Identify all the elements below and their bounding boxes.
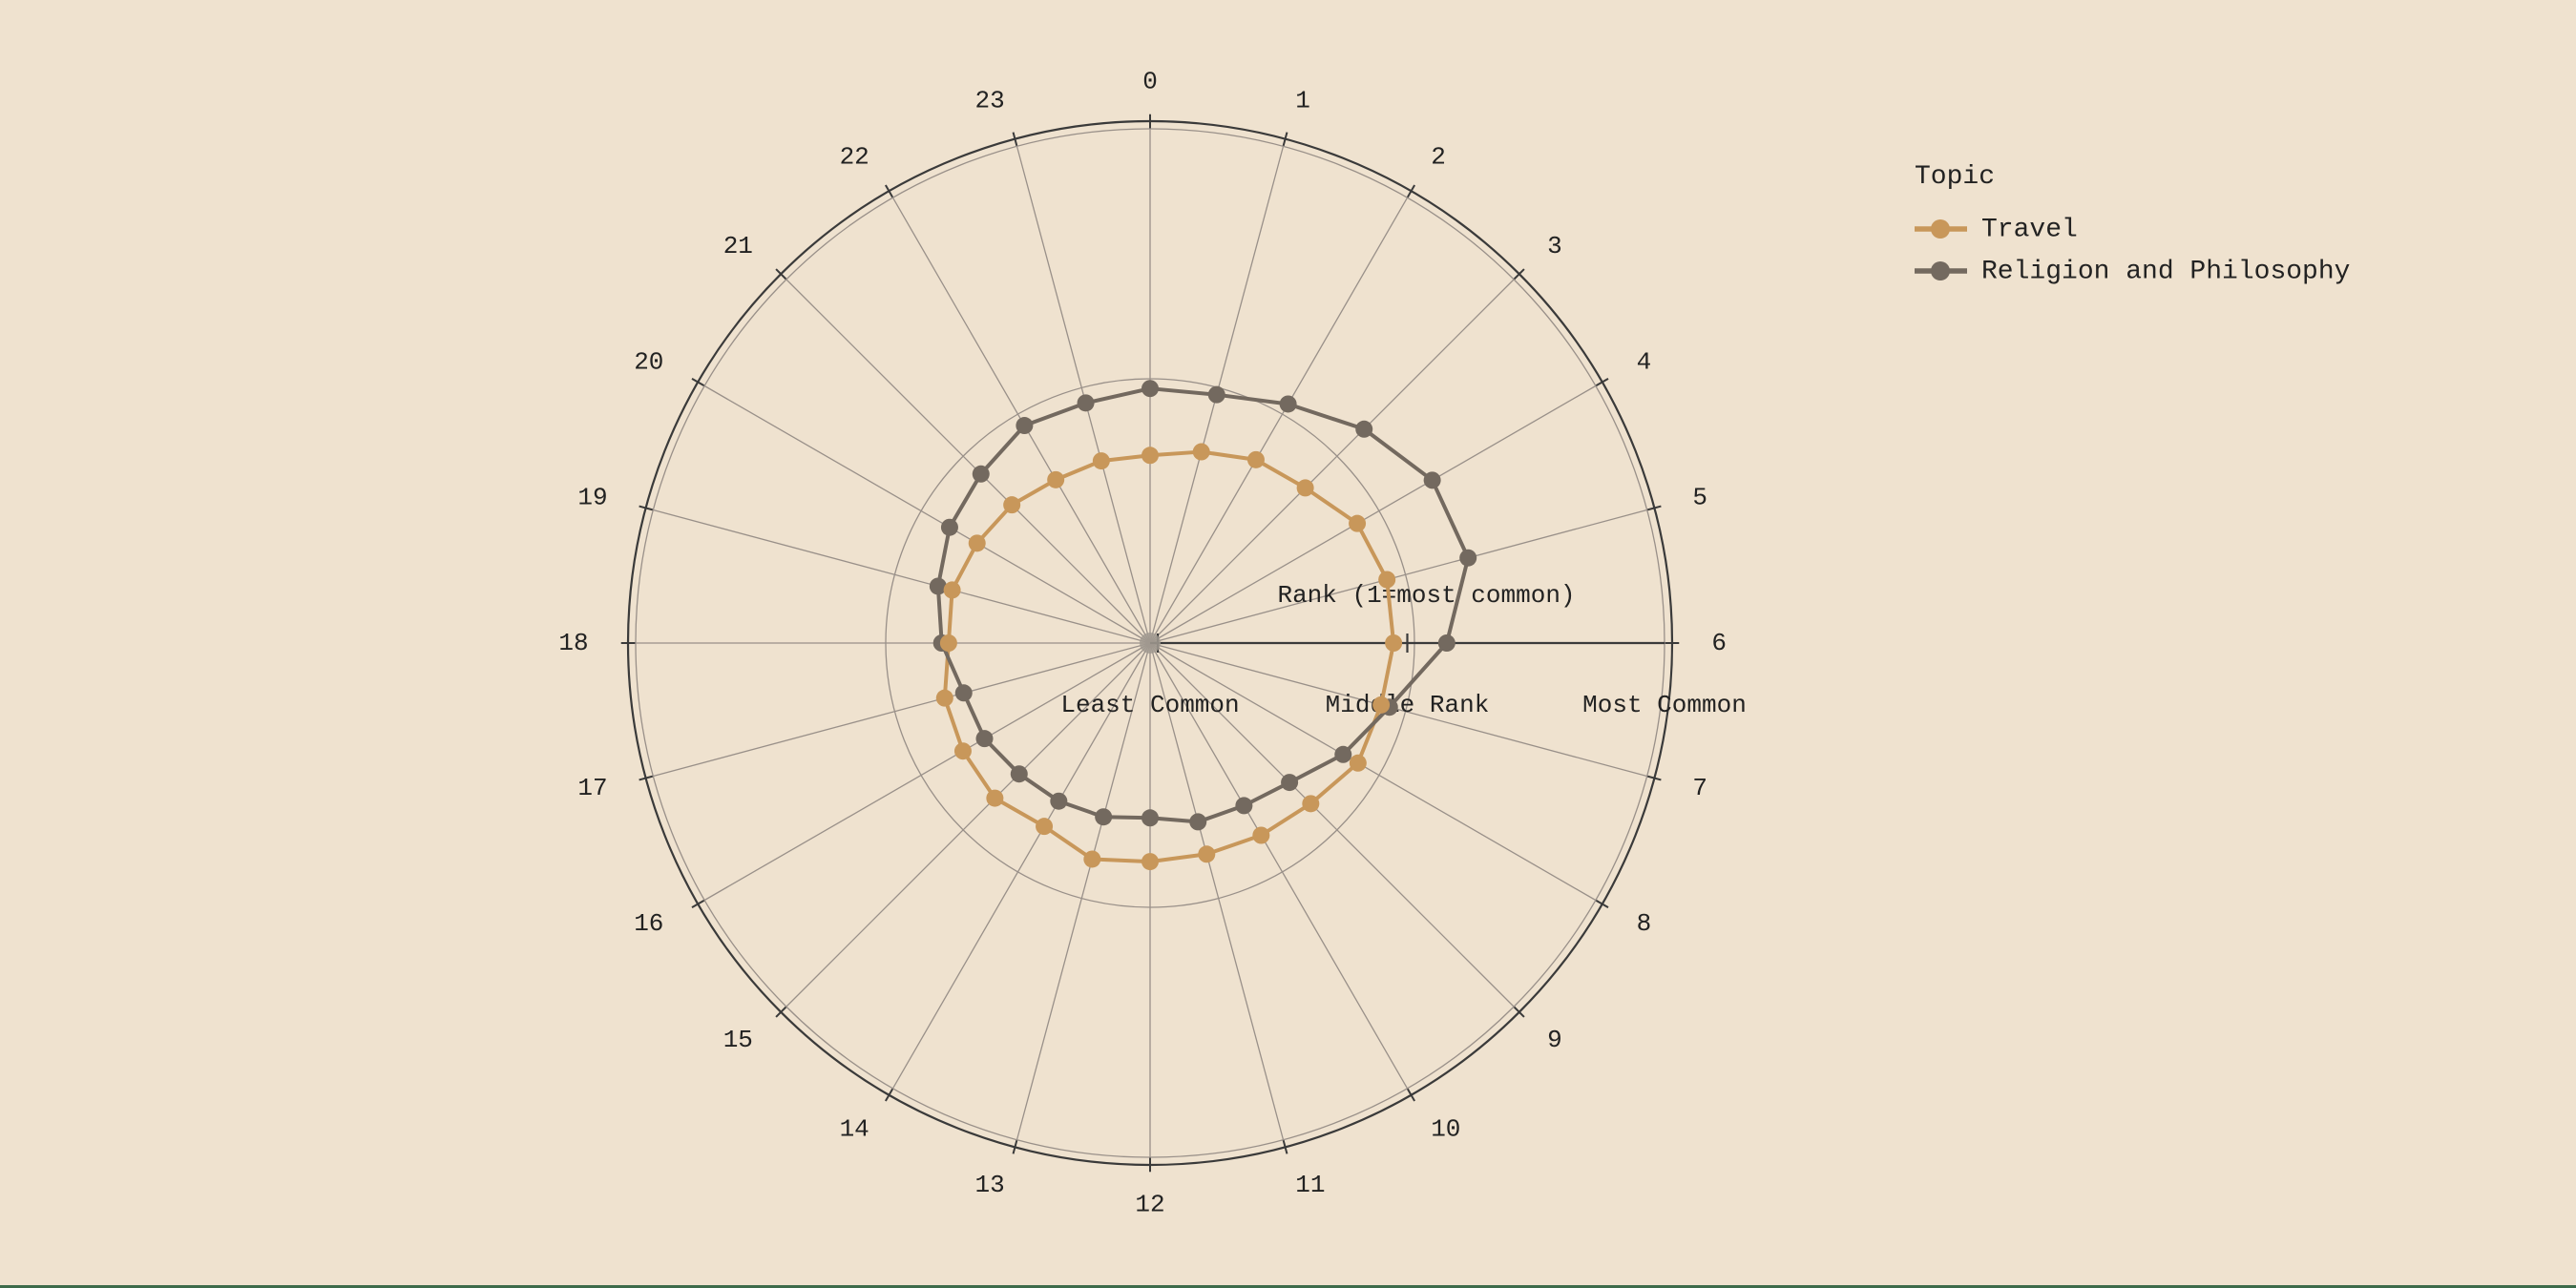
svg-text:8: 8	[1637, 909, 1652, 938]
svg-text:Rank (1=most common): Rank (1=most common)	[1277, 581, 1575, 610]
svg-text:21: 21	[723, 232, 753, 260]
svg-text:Middle Rank: Middle Rank	[1326, 691, 1490, 719]
svg-text:5: 5	[1692, 484, 1707, 512]
svg-text:22: 22	[840, 142, 869, 171]
svg-text:Travel: Travel	[1981, 215, 2078, 244]
svg-text:Most Common: Most Common	[1582, 691, 1747, 719]
svg-text:2: 2	[1431, 142, 1446, 171]
svg-text:17: 17	[577, 774, 607, 802]
svg-text:Least Common: Least Common	[1060, 691, 1239, 719]
svg-text:Religion and Philosophy: Religion and Philosophy	[1981, 257, 2350, 286]
svg-text:20: 20	[634, 348, 663, 377]
svg-text:7: 7	[1692, 774, 1707, 802]
svg-text:9: 9	[1547, 1026, 1562, 1054]
svg-text:3: 3	[1547, 232, 1562, 260]
svg-text:18: 18	[558, 629, 588, 657]
svg-text:15: 15	[723, 1026, 753, 1054]
svg-text:Topic: Topic	[1915, 162, 1995, 192]
svg-text:16: 16	[634, 909, 663, 938]
svg-text:19: 19	[577, 484, 607, 512]
svg-text:0: 0	[1142, 67, 1158, 95]
svg-text:10: 10	[1431, 1114, 1460, 1143]
svg-text:12: 12	[1135, 1190, 1164, 1218]
svg-text:14: 14	[840, 1114, 869, 1143]
svg-text:11: 11	[1295, 1171, 1325, 1199]
svg-text:6: 6	[1711, 629, 1727, 657]
svg-text:1: 1	[1295, 87, 1310, 115]
svg-text:13: 13	[974, 1171, 1004, 1199]
svg-text:23: 23	[974, 87, 1004, 115]
svg-text:4: 4	[1637, 348, 1652, 377]
